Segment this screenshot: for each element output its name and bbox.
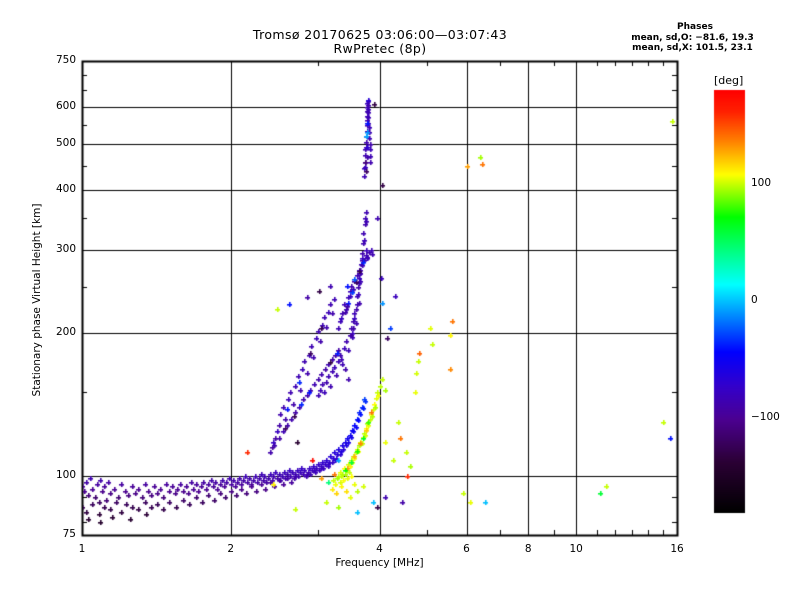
y-tick-750: 750	[55, 54, 76, 66]
x-axis-label: Frequency [MHz]	[335, 557, 424, 569]
y-tick-500: 500	[55, 137, 76, 150]
plot-title-line-1: Tromsø 20170625 03:06:00—03:07:43	[252, 27, 508, 42]
y-tick-200: 200	[55, 326, 76, 339]
plot-title-line-2: RwPretec (8p)	[333, 41, 427, 56]
colorbar-tick--100: −100	[751, 411, 780, 424]
colorbar-unit-label: [deg]	[714, 74, 744, 87]
x-tick-10: 10	[569, 543, 583, 555]
phases-annotation-o-mode: mean, sd,O: −81.6, 19.3	[631, 33, 754, 43]
x-tick-8: 8	[524, 543, 532, 555]
y-tick-300: 300	[55, 242, 76, 255]
x-tick-1: 1	[78, 543, 86, 555]
x-tick-6: 6	[463, 543, 470, 555]
y-tick-min: 75	[62, 528, 76, 540]
phases-annotation-heading: Phases	[677, 22, 713, 32]
x-tick-16: 16	[670, 543, 684, 555]
y-tick-400: 400	[55, 183, 76, 196]
y-tick-100: 100	[55, 468, 76, 481]
colorbar-tick-0: 0	[751, 294, 758, 306]
x-tick-4: 4	[376, 543, 383, 555]
y-tick-600: 600	[55, 99, 76, 112]
x-tick-2: 2	[227, 543, 235, 555]
colorbar-tick-100: 100	[751, 176, 772, 189]
phases-annotation-x-mode: mean, sd,X: 101.5, 23.1	[632, 43, 753, 53]
y-axis-label: Stationary phase Virtual Height [km]	[31, 203, 43, 397]
